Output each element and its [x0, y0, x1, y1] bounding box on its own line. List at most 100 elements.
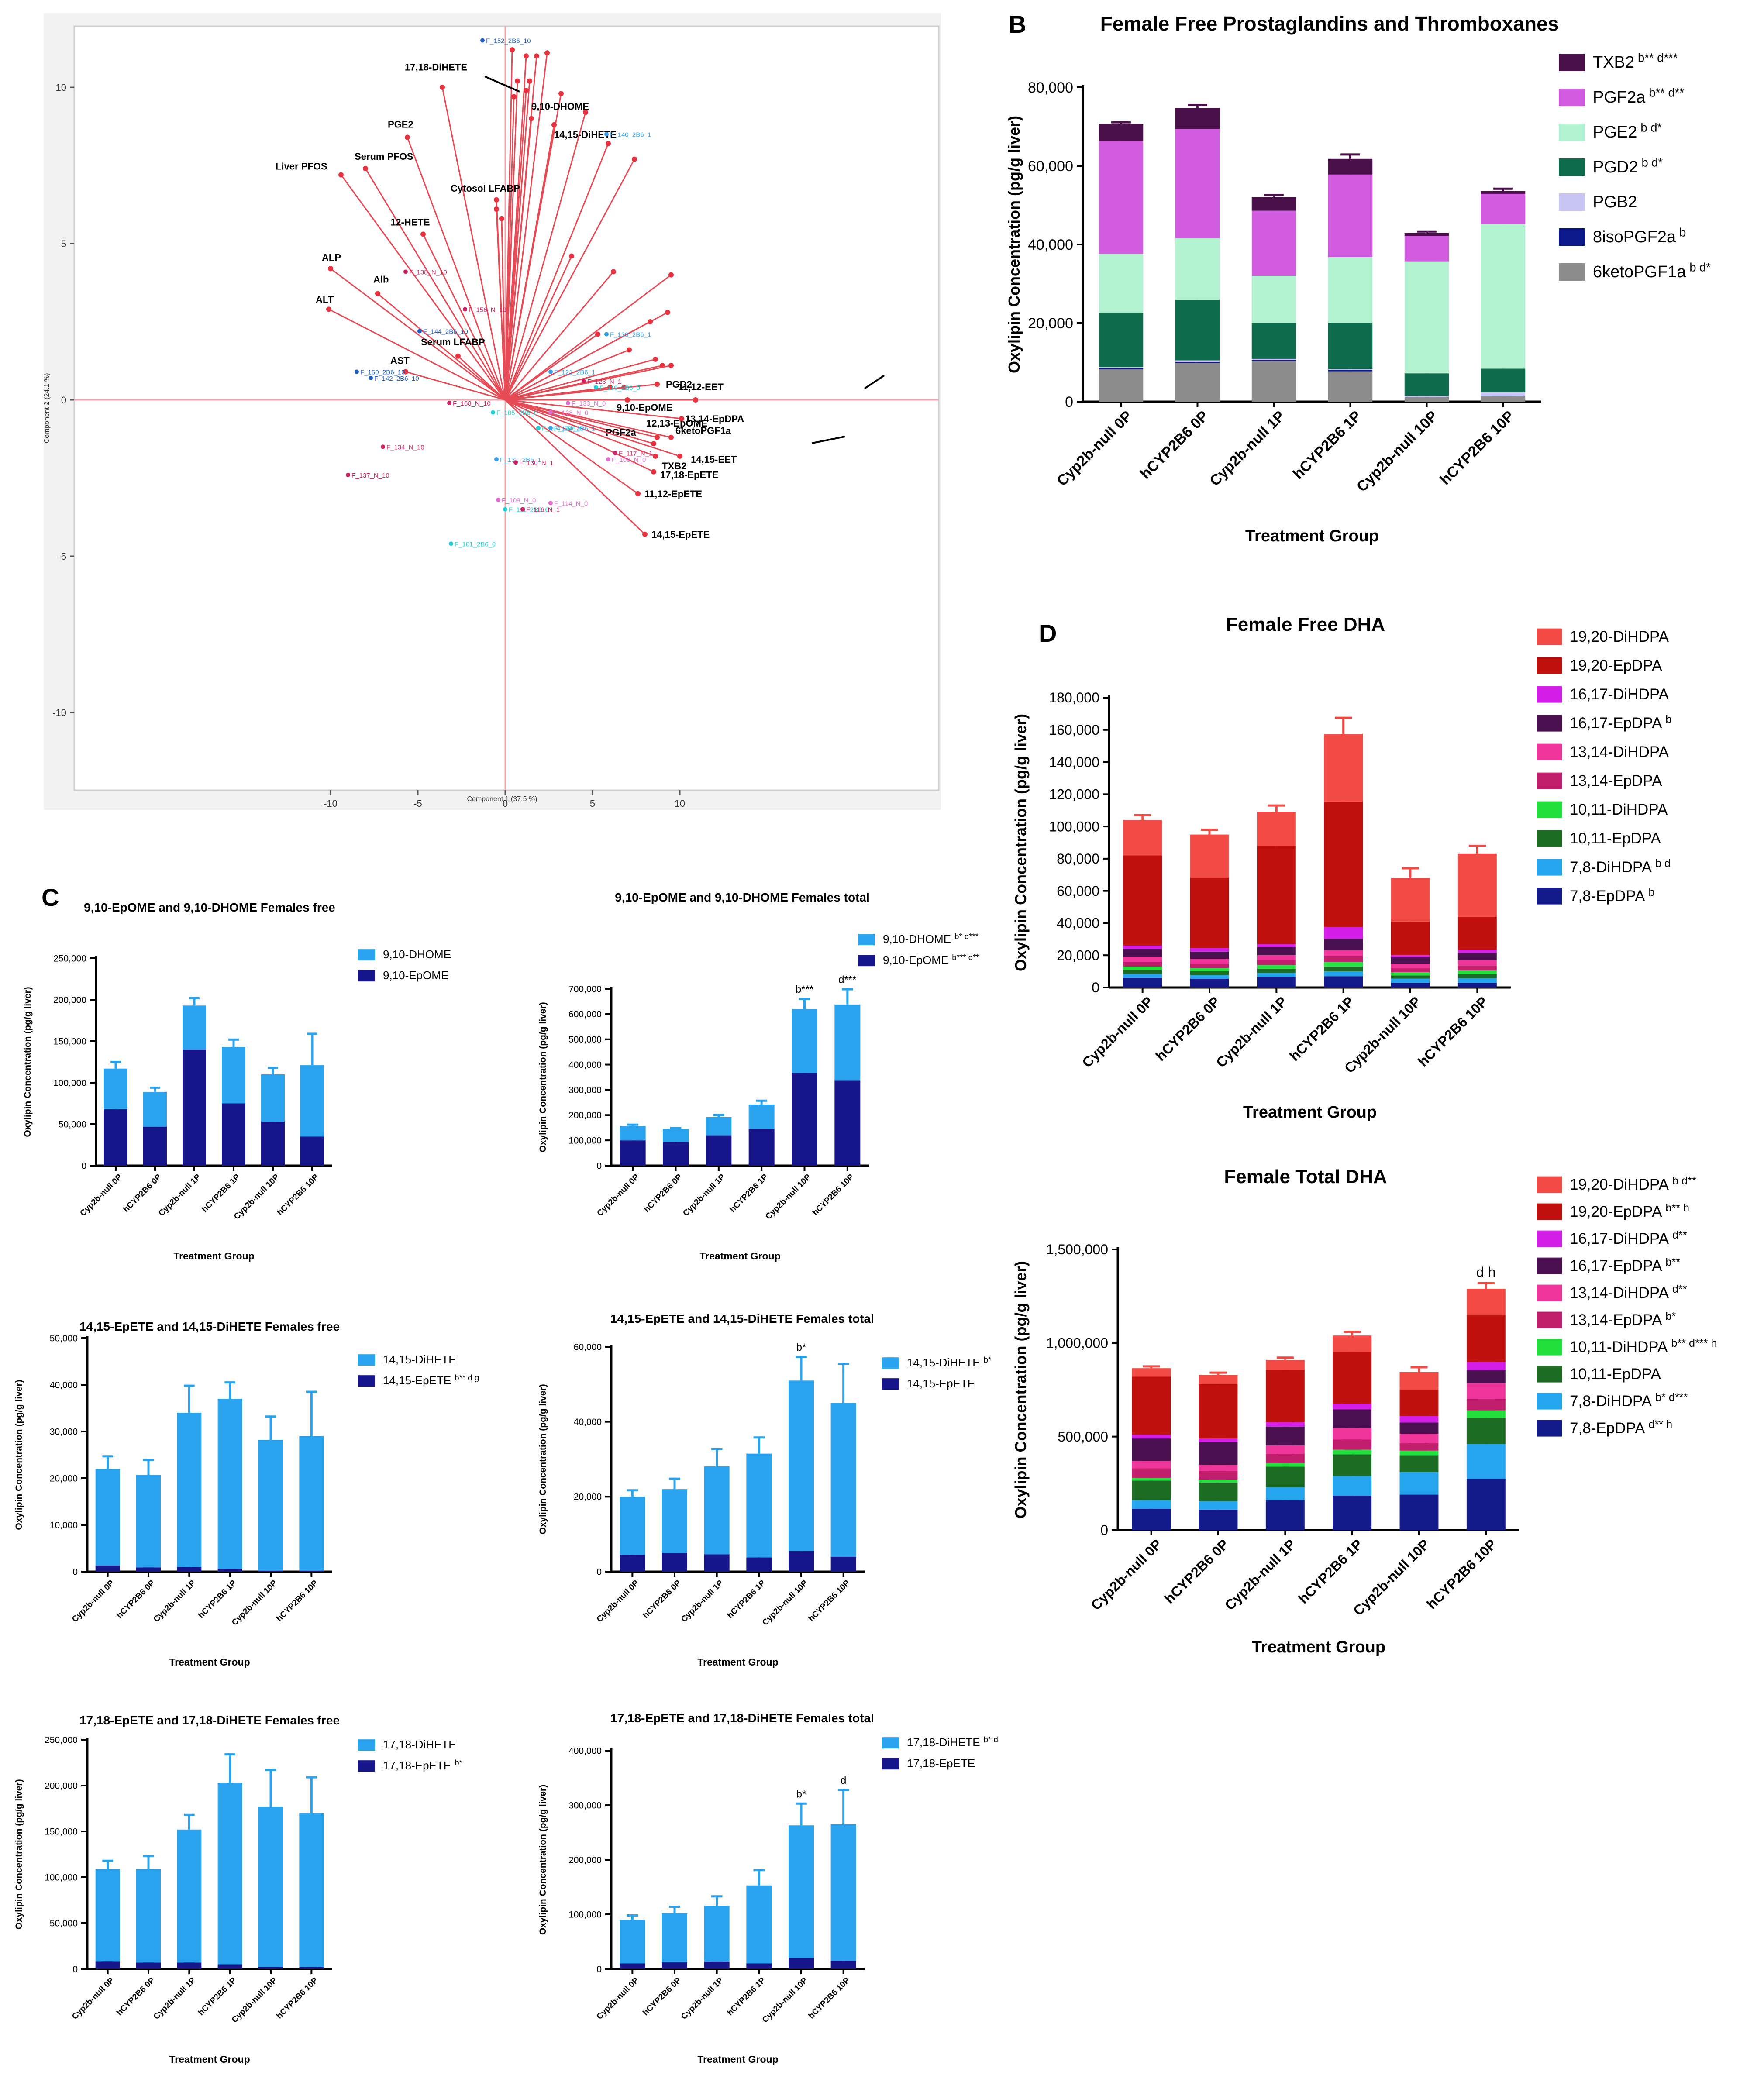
legend-significance: b — [1665, 713, 1671, 726]
x-axis-label: Component 1 (37.5 %) — [467, 795, 537, 803]
y-tick-label: -5 — [58, 551, 66, 562]
loading-vector — [504, 256, 572, 400]
x-tick-label: 5 — [590, 798, 595, 809]
loading-vector-serum-lfabp — [457, 355, 506, 401]
legend-entry-13-14-epdpa: 13,14-EpDPA b* — [1570, 1310, 1676, 1328]
x-tick-label: Cyp2b-null 0P — [596, 1173, 641, 1218]
loading-point — [627, 347, 632, 353]
x-tick-label: Cyp2b-null 0P — [1079, 994, 1156, 1070]
bar-segment-10-11-epdpa — [1190, 971, 1229, 975]
legend-significance: b** d*** h — [1671, 1337, 1717, 1349]
score-label: F_130_N_1 — [519, 459, 553, 467]
x-tick-label: hCYP2B6 1P — [1286, 994, 1357, 1064]
x-tick-label: hCYP2B6 0P — [115, 1579, 157, 1621]
chart-legend: 9,10-DHOME b* d*** 9,10-EpOME b*** d** — [858, 932, 979, 967]
bar-segment-7-8-dihdpa — [1399, 1472, 1439, 1495]
loading-point — [510, 47, 515, 53]
loading-vector-17-18-dihete — [504, 96, 515, 400]
bar-segment-13-14-dihdpa — [1399, 1434, 1439, 1443]
score-point — [403, 269, 408, 274]
bar-segment-19-20-dihdpa — [1132, 1368, 1171, 1377]
chart-title: Female Total DHA — [1224, 1166, 1387, 1187]
bar-segment-10-11-dihdpa — [1399, 1450, 1439, 1456]
bar-segment-13-14-dihdpa — [1466, 1383, 1506, 1399]
bar-segment-16-17-epdpa — [1391, 957, 1430, 964]
x-tick-label: hCYP2B6 10P — [1415, 994, 1491, 1070]
legend-entry-pgb2: PGB2 — [1593, 193, 1637, 211]
y-tick-label: 200,000 — [53, 995, 86, 1005]
chart-legend: 19,20-DiHDPA 19,20-EpDPA 16,17-DiHDPA 16,17… — [1537, 628, 1671, 905]
bar-segment-7-8-dihdpa — [1123, 974, 1162, 978]
legend-significance: b d* — [1689, 261, 1711, 274]
chart-c2: 9,10-EpOME and 9,10-DHOME Females total 0… — [538, 891, 979, 1262]
loading-point-13-14-epdpa — [679, 416, 684, 421]
bar-segment-pgd2 — [1175, 299, 1220, 361]
y-tick-label: 0 — [81, 1161, 86, 1171]
bar-segment-14-15-dihete — [299, 1436, 324, 1571]
legend-entry-16-17-dihdpa: 16,17-DiHDPA d** — [1570, 1229, 1687, 1247]
loading-label-pge2: PGE2 — [388, 119, 413, 130]
bar-segment-19-20-epdpa — [1257, 846, 1296, 944]
bar-segment-9-10-dhome — [620, 1126, 646, 1141]
x-tick-label: hCYP2B6 1P — [728, 1173, 770, 1215]
y-tick-label: 250,000 — [53, 953, 86, 964]
bar-segment-13-14-dihdpa — [1132, 1461, 1171, 1469]
score-point — [548, 501, 553, 506]
bar-segment-13-14-epdpa — [1333, 1439, 1372, 1450]
loading-label-6ketopgf1a: 6ketoPGF1a — [675, 425, 731, 436]
bar-segment-19-20-dihdpa — [1265, 1359, 1305, 1370]
chart-title: 17,18-EpETE and 17,18-DiHETE Females fre… — [79, 1714, 340, 1727]
score-point — [566, 401, 570, 406]
bar-segment-10-11-epdpa — [1199, 1482, 1238, 1501]
bar-segment-pgb2 — [1404, 396, 1449, 397]
bar-segment-7-8-dihdpa — [1132, 1500, 1171, 1509]
legend-swatch-13-14-dihdpa — [1537, 1284, 1562, 1301]
y-tick-label: 0 — [72, 1567, 78, 1577]
bar-segment-pgb2 — [1328, 369, 1373, 370]
y-tick-label: 50,000 — [59, 1119, 86, 1129]
x-axis-label: Treatment Group — [697, 2054, 778, 2065]
bar-segment-13-14-epdpa — [1265, 1454, 1305, 1463]
score-point — [480, 38, 485, 43]
bar-segment-14-15-epete — [830, 1556, 856, 1572]
bar-segment-pgf2a — [1251, 210, 1296, 276]
bar-segment-17-18-dihete — [704, 1906, 730, 1962]
loading-vector-pge2 — [407, 137, 506, 400]
loading-vector — [504, 143, 609, 400]
bar-segment-pgd2 — [1328, 323, 1373, 369]
y-tick-label: 20,000 — [50, 1473, 78, 1483]
legend-swatch-10-11-dihdpa — [1537, 1339, 1562, 1356]
y-tick-label: 120,000 — [1049, 787, 1099, 802]
score-point — [369, 375, 373, 380]
legend-significance: b d* — [1640, 121, 1662, 134]
y-tick-label: 80,000 — [1057, 851, 1099, 867]
x-tick-label: hCYP2B6 10P — [1437, 408, 1518, 489]
loading-label-14-15-eet: 14,15-EET — [691, 454, 737, 465]
x-tick-label: hCYP2B6 0P — [641, 1976, 683, 2018]
y-axis-label: Oxylipin Concentration (pg/g liver) — [14, 1779, 24, 1929]
loading-point — [648, 319, 653, 324]
loading-vector — [504, 90, 527, 400]
bar-segment-17-18-dihete — [299, 1813, 324, 1967]
loading-label-9-10-dhome: 9,10-DHOME — [531, 101, 589, 112]
legend-swatch-14-15-epete — [882, 1378, 899, 1390]
y-tick-label: 150,000 — [53, 1036, 86, 1046]
loading-vector-14-15-dihete — [504, 124, 555, 400]
score-label: F_119_2B6_0 — [599, 384, 640, 392]
bar-segment-txb2 — [1099, 124, 1144, 141]
bar-segment-9-10-epome — [300, 1136, 324, 1166]
y-tick-label: 0 — [596, 1161, 602, 1171]
score-point — [594, 385, 598, 390]
bar-segment-8isopgf2a — [1175, 362, 1220, 363]
bar-segment-pge2 — [1175, 238, 1220, 300]
chart-legend: 17,18-DiHETE b* d 17,18-EpETE — [882, 1735, 998, 1770]
bar-segment-17-18-epete — [746, 1963, 772, 1969]
bar-segment-8isopgf2a — [1251, 360, 1296, 361]
plot-area — [73, 25, 940, 791]
legend-entry-10-11-dihdpa: 10,11-DiHDPA b** d*** h — [1570, 1337, 1717, 1356]
score-label: F_134_N_10 — [386, 444, 424, 451]
x-tick-label: Cyp2b-null 0P — [595, 1579, 641, 1624]
bar-segment-8isopgf2a — [1328, 370, 1373, 372]
score-label: F_100_N_0 — [612, 456, 646, 464]
